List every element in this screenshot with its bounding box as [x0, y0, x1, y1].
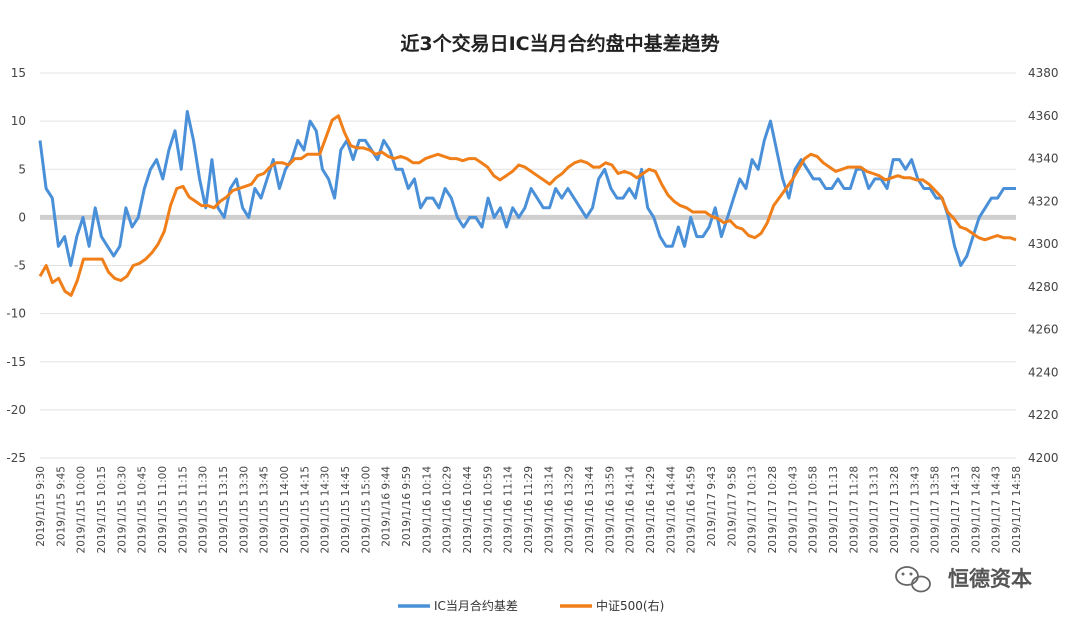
x-tick-label: 2019/1/17 13:58	[930, 466, 942, 553]
x-tick-label: 2019/1/15 13:15	[218, 466, 230, 553]
x-tick-label: 2019/1/15 14:15	[299, 466, 311, 553]
y-left-tick-label: 5	[18, 162, 26, 176]
x-tick-label: 2019/1/17 10:43	[787, 466, 799, 553]
x-tick-label: 2019/1/17 13:43	[909, 466, 921, 553]
y-left-tick-label: -5	[14, 259, 26, 273]
wechat-icon	[895, 566, 931, 593]
series-line-basis	[38, 110, 1016, 267]
x-tick-label: 2019/1/15 10:45	[137, 466, 149, 553]
x-tick-label: 2019/1/15 10:15	[96, 466, 108, 553]
x-tick-label: 2019/1/16 13:29	[564, 466, 576, 553]
x-tick-label: 2019/1/17 14:13	[950, 466, 962, 553]
x-axis: 2019/1/15 9:30 2019/1/15 9:45 2019/1/15 10…	[35, 466, 1023, 554]
x-tick-label: 2019/1/15 13:45	[259, 466, 271, 553]
x-tick-label: 2019/1/15 14:30	[320, 466, 332, 553]
y-left-tick-label: -10	[6, 307, 26, 321]
x-tick-label: 2019/1/16 14:14	[625, 466, 637, 554]
watermark: 恒德资本	[895, 566, 1032, 593]
x-tick-label: 2019/1/17 13:13	[869, 466, 881, 553]
x-tick-label: 2019/1/15 14:00	[279, 466, 291, 553]
y-left-tick-label: -15	[6, 355, 26, 369]
x-tick-label: 2019/1/17 10:13	[747, 466, 759, 553]
x-tick-label: 2019/1/17 11:13	[828, 466, 840, 553]
x-tick-label: 2019/1/16 11:14	[503, 466, 515, 554]
left-axis: 15 10 5 0 -5 -10 -15 -20 -25	[6, 66, 26, 465]
y-right-tick-label: 4320	[1028, 194, 1059, 208]
x-tick-label: 2019/1/16 9:59	[401, 466, 413, 547]
x-tick-label: 2019/1/17 13:28	[889, 466, 901, 553]
x-tick-label: 2019/1/17 14:43	[991, 466, 1003, 553]
x-tick-label: 2019/1/15 14:45	[340, 466, 352, 553]
x-tick-label: 2019/1/16 10:14	[421, 466, 433, 554]
y-left-tick-label: 15	[11, 66, 26, 80]
y-right-tick-label: 4240	[1028, 365, 1059, 379]
x-tick-label: 2019/1/16 14:29	[645, 466, 657, 553]
chart-title: 近3个交易日IC当月合约盘中基差趋势	[400, 32, 719, 55]
x-tick-label: 2019/1/15 9:45	[55, 466, 67, 547]
legend-label-csi500: 中证500(右)	[596, 598, 664, 613]
legend: IC当月合约基差 中证500(右)	[398, 598, 664, 613]
x-tick-label: 2019/1/17 9:43	[706, 466, 718, 547]
legend-label-basis: IC当月合约基差	[434, 598, 518, 613]
x-tick-label: 2019/1/15 11:00	[157, 466, 169, 553]
y-left-tick-label: 10	[11, 114, 26, 128]
x-tick-label: 2019/1/15 11:30	[198, 466, 210, 553]
plot-area	[38, 110, 1017, 297]
x-tick-label: 2019/1/17 10:58	[808, 466, 820, 553]
right-axis: 4380 4360 4340 4320 4300 4280 4260 4240 4220 4200	[1028, 66, 1059, 465]
x-tick-label: 2019/1/16 10:29	[442, 466, 454, 553]
y-left-tick-label: -25	[6, 451, 26, 465]
x-tick-label: 2019/1/17 10:28	[767, 466, 779, 553]
series-line-csi500	[38, 114, 1017, 297]
x-tick-label: 2019/1/16 11:29	[523, 466, 535, 553]
y-right-tick-label: 4260	[1028, 323, 1059, 337]
x-tick-label: 2019/1/17 11:28	[848, 466, 860, 553]
y-right-tick-label: 4380	[1028, 66, 1059, 80]
x-tick-label: 2019/1/15 10:30	[116, 466, 128, 553]
x-tick-label: 2019/1/15 13:30	[238, 466, 250, 553]
x-tick-label: 2019/1/16 14:44	[665, 466, 677, 554]
x-tick-label: 2019/1/17 9:58	[726, 466, 738, 547]
x-tick-label: 2019/1/17 14:58	[1011, 466, 1023, 553]
x-tick-label: 2019/1/16 10:44	[462, 466, 474, 554]
y-left-tick-label: -20	[6, 403, 26, 417]
y-left-tick-label: 0	[18, 210, 26, 224]
x-tick-label: 2019/1/15 11:15	[177, 466, 189, 553]
y-right-tick-label: 4220	[1028, 408, 1059, 422]
x-tick-label: 2019/1/16 9:44	[381, 466, 393, 547]
x-tick-label: 2019/1/15 10:00	[76, 466, 88, 553]
x-tick-label: 2019/1/17 14:28	[970, 466, 982, 553]
watermark-text: 恒德资本	[948, 567, 1032, 591]
x-tick-label: 2019/1/15 15:00	[360, 466, 372, 553]
x-tick-label: 2019/1/16 14:59	[686, 466, 698, 553]
y-right-tick-label: 4360	[1028, 109, 1059, 123]
y-right-tick-label: 4200	[1028, 451, 1059, 465]
x-tick-label: 2019/1/16 13:14	[543, 466, 555, 554]
x-tick-label: 2019/1/16 10:59	[482, 466, 494, 553]
x-tick-label: 2019/1/16 13:59	[604, 466, 616, 553]
y-right-tick-label: 4300	[1028, 237, 1059, 251]
x-tick-label: 2019/1/15 9:30	[35, 466, 47, 547]
y-right-tick-label: 4280	[1028, 280, 1059, 294]
y-right-tick-label: 4340	[1028, 152, 1059, 166]
x-tick-label: 2019/1/16 13:44	[584, 466, 596, 554]
